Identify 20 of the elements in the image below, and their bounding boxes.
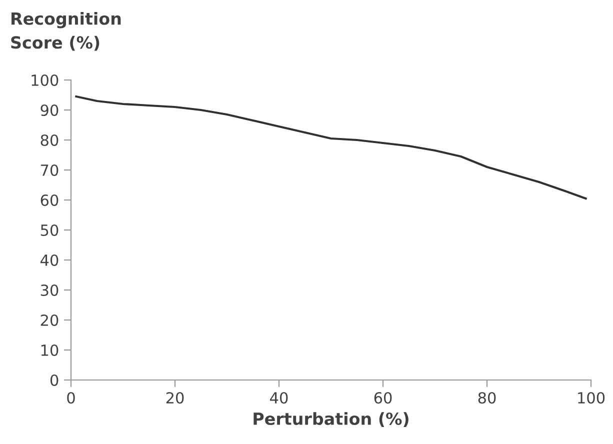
y-tick-label: 70: [41, 164, 58, 176]
y-tick-label: 90: [40, 104, 58, 116]
y-tick-label: 40: [40, 254, 58, 266]
y-tick-label: 50: [40, 224, 58, 236]
x-tick-label: 40: [270, 392, 288, 404]
x-tick-label: 20: [166, 392, 184, 404]
y-tick-label: 0: [50, 374, 58, 386]
y-axis-title: Recognition Score (%): [11, 12, 121, 51]
y-tick-label: 10: [41, 344, 58, 356]
y-tick-label: 60: [40, 194, 58, 206]
y-tick-label: 80: [40, 134, 58, 146]
y-tick-label: 20: [40, 314, 58, 326]
x-tick-label: 100: [578, 392, 605, 404]
line-series: [75, 95, 587, 200]
y-tick-label: 30: [40, 284, 58, 296]
x-tick-label: 60: [374, 392, 392, 404]
y-tick-label: 100: [32, 74, 58, 86]
x-tick-label: 80: [478, 392, 496, 404]
x-axis-title: Perturbation (%): [254, 412, 408, 428]
x-tick-label: 0: [67, 392, 75, 404]
